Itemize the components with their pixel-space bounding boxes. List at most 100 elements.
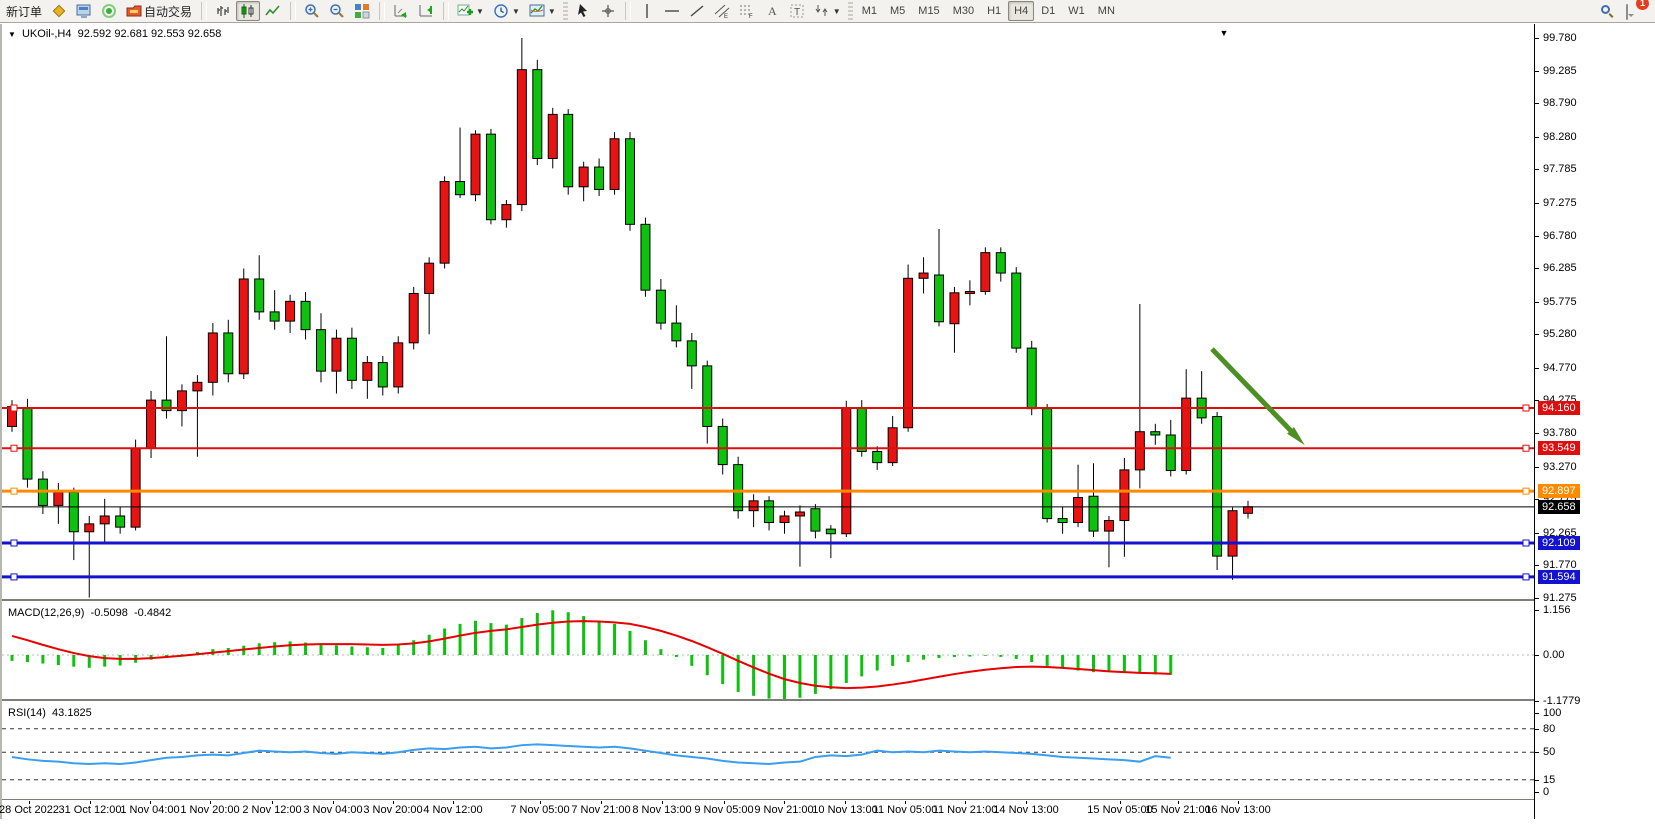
hline-anchor[interactable] — [1522, 444, 1530, 452]
timeframe-button-m5[interactable]: M5 — [890, 5, 906, 17]
candle-body — [547, 113, 558, 160]
time-axis[interactable]: 28 Oct 2022 31 Oct 12:00 1 Nov 04:00 1 Nov … — [0, 801, 1655, 819]
hline-anchor[interactable] — [10, 539, 18, 547]
hline-anchor[interactable] — [1522, 573, 1530, 581]
candle-body — [1227, 510, 1238, 557]
timeframe-button-w1[interactable]: W1 — [1068, 5, 1085, 17]
zoom-in-icon — [304, 3, 320, 19]
notifications-button[interactable]: 1 — [1622, 0, 1649, 21]
candle-body — [655, 289, 666, 324]
deposit-icon[interactable] — [47, 1, 71, 21]
text-tool-icon[interactable]: A — [760, 1, 784, 21]
price-badge-92.897: 92.897 — [1538, 484, 1580, 499]
time-tick — [784, 801, 785, 804]
time-tick-label: 16 Nov 13:00 — [1205, 804, 1271, 816]
cursor-tool-icon[interactable] — [571, 1, 595, 21]
candle — [516, 38, 527, 212]
time-tick — [1178, 801, 1179, 804]
vertical-line-tool-icon[interactable] — [635, 1, 659, 21]
indicators-icon — [457, 3, 474, 19]
price-axis[interactable]: 99.780 99.285 98.790 98.280 97.785 97.275 96.7… — [1534, 24, 1655, 819]
rsi-label: RSI(14) 43.1825 — [8, 707, 92, 719]
candle-body — [362, 362, 373, 381]
trend-arrow-head[interactable] — [1287, 427, 1305, 446]
timeframe-button-m1[interactable]: M1 — [861, 5, 877, 17]
candle-body — [563, 113, 574, 188]
label-tool-icon[interactable]: T — [785, 1, 809, 21]
timeframe-button-mn[interactable]: MN — [1097, 5, 1115, 17]
svg-text:T: T — [794, 7, 800, 18]
indicators-button[interactable]: ▼ — [453, 1, 488, 21]
candle-body — [1212, 416, 1223, 557]
hline-anchor[interactable] — [10, 487, 18, 495]
hline-anchor[interactable] — [1522, 539, 1530, 547]
candlestick-chart-icon[interactable] — [236, 1, 261, 21]
candle — [671, 305, 682, 348]
hline-anchor[interactable] — [1522, 487, 1530, 495]
price-chart-panel[interactable]: ▼ ▼ UKOil-,H4 92.592 92.681 92.553 92.65… — [2, 24, 1655, 601]
periods-button[interactable]: ▼ — [489, 1, 524, 21]
timeframe-button-m30[interactable]: M30 — [952, 5, 975, 17]
auto-trading-button[interactable]: 自动交易 — [122, 1, 196, 21]
axis-tick — [1535, 713, 1539, 714]
timeframe-button-m15[interactable]: M15 — [918, 5, 940, 17]
macd-tick-label: 1.156 — [1543, 604, 1571, 617]
time-tick — [150, 801, 151, 804]
candle-body — [68, 491, 79, 533]
candle-body — [856, 407, 867, 452]
candle-body — [1103, 520, 1114, 532]
channel-tool-icon[interactable]: E — [710, 1, 734, 21]
search-button[interactable] — [1597, 1, 1618, 21]
fibonacci-tool-icon[interactable]: F — [735, 1, 759, 21]
rsi-panel[interactable]: RSI(14) 43.1825 — [2, 703, 1655, 800]
terminal-icon[interactable] — [72, 1, 96, 21]
hline-anchor[interactable] — [10, 404, 18, 412]
horizontal-line-tool-icon[interactable] — [660, 1, 684, 21]
new-order-button[interactable]: 新订单 — [2, 1, 46, 21]
candle-body — [22, 407, 33, 480]
macd-panel[interactable]: MACD(12,26,9) -0.5098 -0.4842 — [2, 603, 1655, 701]
chart-shift-icon — [418, 3, 434, 19]
terminal-icon — [76, 3, 92, 19]
timeframe-button-h1[interactable]: H1 — [987, 5, 1002, 17]
trendline-tool-icon[interactable] — [685, 1, 709, 21]
candle — [207, 323, 218, 396]
templates-button[interactable]: ▼ — [525, 1, 560, 21]
bar-chart-icon[interactable] — [211, 1, 235, 21]
dropdown-caret-icon[interactable]: ▼ — [832, 6, 841, 16]
signal-icon[interactable] — [97, 1, 121, 21]
candle — [161, 336, 172, 419]
arrows-tool-button[interactable]: ▼ — [810, 1, 845, 21]
time-tick — [601, 801, 602, 804]
candle — [578, 161, 589, 202]
zoom-out-icon[interactable] — [325, 1, 349, 21]
price-badge-92.658: 92.658 — [1538, 499, 1580, 514]
candle-body — [501, 204, 512, 221]
time-tick — [1026, 801, 1027, 804]
hline-anchor[interactable] — [10, 573, 18, 581]
chart-shift-icon[interactable] — [414, 1, 438, 21]
time-tick-label: 8 Nov 13:00 — [632, 804, 692, 816]
timeframe-button-d1[interactable]: D1 — [1041, 5, 1056, 17]
crosshair-tool-icon[interactable] — [596, 1, 620, 21]
collapse-chart-icon[interactable]: ▼ — [8, 30, 16, 39]
auto-scroll-icon[interactable] — [389, 1, 413, 21]
hline-anchor[interactable] — [10, 444, 18, 452]
dropdown-caret-icon[interactable]: ▼ — [476, 6, 484, 16]
time-tick-label: 15 Nov 05:00 — [1087, 804, 1153, 816]
bar-chart-icon — [215, 3, 231, 19]
axis-tick — [1535, 700, 1539, 702]
timeframe-button-h4[interactable]: H4 — [1008, 1, 1035, 21]
line-chart-icon[interactable] — [261, 1, 285, 21]
trend-arrow[interactable] — [1210, 347, 1297, 437]
tile-windows-icon[interactable] — [350, 1, 374, 21]
dropdown-caret-icon[interactable]: ▼ — [511, 6, 520, 16]
dropdown-caret-icon[interactable]: ▼ — [547, 6, 556, 16]
zoom-in-icon[interactable] — [300, 1, 324, 21]
periods-icon — [493, 3, 509, 19]
axis-tick — [1535, 779, 1539, 781]
candle-body — [841, 407, 852, 535]
hline-anchor[interactable] — [1522, 404, 1530, 412]
candle — [53, 483, 64, 524]
candle-body — [176, 390, 187, 412]
